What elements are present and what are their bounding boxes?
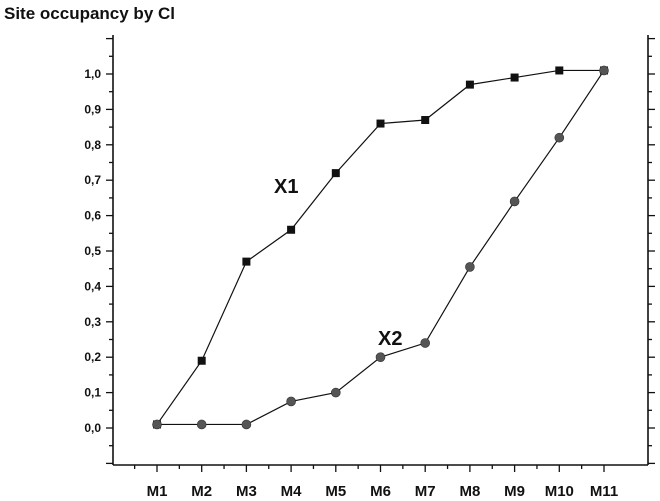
data-point-circle	[375, 352, 386, 363]
y-tick-label: 0,6	[84, 209, 101, 223]
y-tick-label: 0,3	[84, 315, 101, 329]
data-point-circle	[330, 387, 341, 398]
series-x2	[152, 65, 609, 430]
y-tick-label: 1,0	[84, 67, 101, 81]
data-point-circle	[286, 396, 296, 407]
y-tick-label: 0,0	[84, 421, 101, 435]
data-point-square	[331, 169, 340, 178]
data-point-square	[421, 116, 430, 125]
data-point-circle	[465, 262, 475, 272]
chart-title: Site occupancy by Cl	[4, 4, 175, 23]
data-point-square	[287, 225, 296, 234]
y-tick-label: 0,9	[84, 102, 101, 116]
x-tick-label: M6	[370, 483, 391, 500]
data-point-square	[242, 257, 251, 266]
data-point-square	[465, 80, 474, 89]
data-point-square	[197, 356, 206, 365]
series-label-x1: X1	[274, 176, 298, 198]
x-tick-label: M2	[191, 483, 212, 500]
data-point-square	[555, 66, 564, 75]
x-tick-label: M1	[147, 483, 168, 500]
x-tick-label: M8	[459, 483, 480, 500]
x-tick-label: M11	[590, 483, 618, 500]
y-tick-label: 0,4	[84, 279, 101, 293]
axes	[106, 35, 655, 472]
series-layer	[152, 65, 609, 430]
labels-layer: 0,0 0,1 0,2 0,3 0,4 0,5 0,6 0,7 0,8 0,9 1,0 M1 M2 M3 M…	[84, 67, 618, 500]
y-tick-label: 0,7	[84, 173, 101, 187]
data-point-square	[376, 119, 385, 128]
x-tick-label: M10	[545, 483, 574, 500]
y-tick-label: 0,5	[84, 244, 101, 258]
y-tick-label: 0,2	[84, 350, 101, 364]
x-tick-label: M7	[415, 483, 436, 500]
data-point-circle	[420, 338, 431, 348]
series-x1	[153, 66, 608, 429]
data-point-circle	[509, 196, 520, 207]
data-point-circle	[196, 419, 207, 430]
x-tick-label: M9	[504, 483, 525, 500]
data-point-circle	[599, 65, 609, 76]
x-tick-label: M3	[236, 483, 257, 500]
data-point-square	[510, 73, 519, 82]
x-tick-label: M4	[281, 483, 302, 500]
data-point-circle	[241, 419, 252, 430]
data-point-circle	[554, 132, 565, 143]
x-tick-label: M5	[325, 483, 346, 500]
series-label-x2: X2	[378, 328, 402, 350]
y-tick-label: 0,8	[84, 138, 101, 152]
y-tick-label: 0,1	[84, 386, 101, 400]
data-point-circle	[152, 419, 162, 430]
